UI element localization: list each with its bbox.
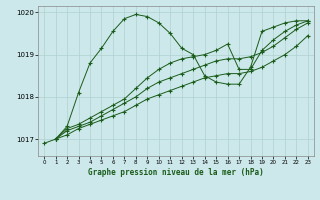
X-axis label: Graphe pression niveau de la mer (hPa): Graphe pression niveau de la mer (hPa) — [88, 168, 264, 177]
